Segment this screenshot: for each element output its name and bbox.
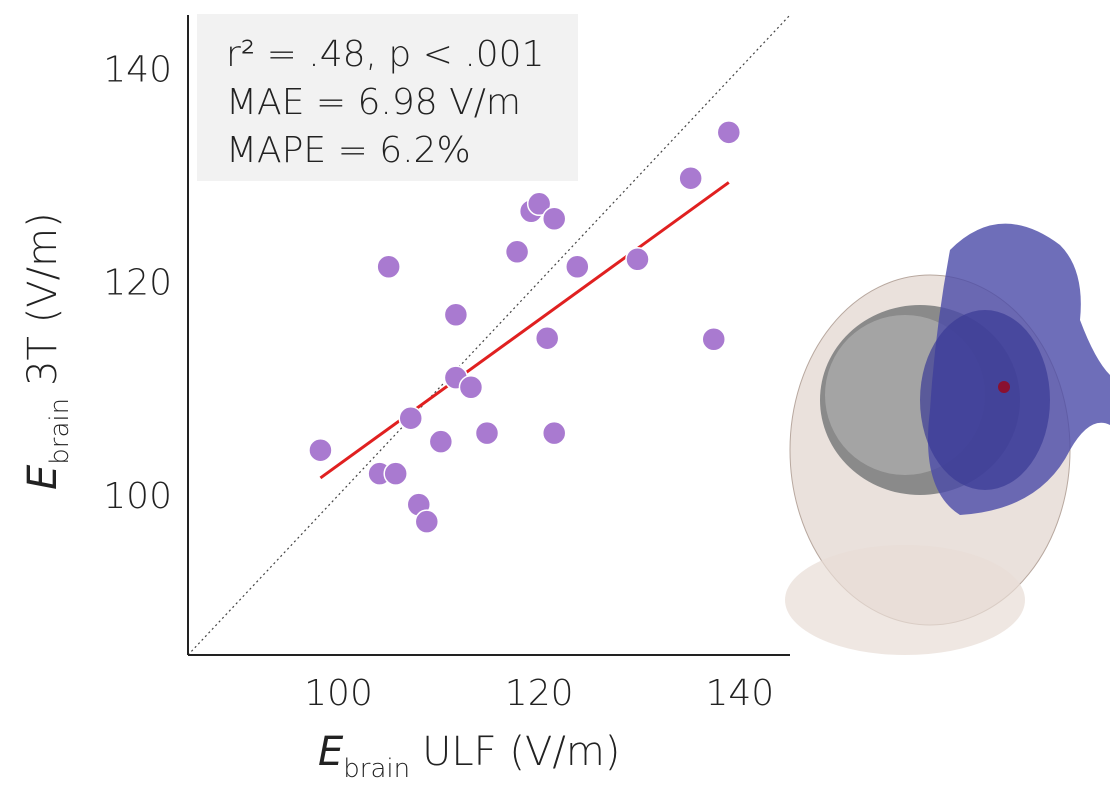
data-point — [383, 461, 408, 486]
y-tick-label: 120 — [103, 263, 172, 304]
data-point — [428, 429, 454, 454]
data-point — [376, 254, 401, 279]
annotation-box — [197, 14, 578, 181]
annotation: r² = .48, p < .001 — [226, 34, 544, 75]
data-point — [678, 165, 703, 191]
head-illustration — [785, 223, 1110, 655]
data-point — [504, 239, 530, 265]
data-point — [308, 437, 333, 463]
data-point — [398, 405, 423, 431]
y-axis-label: Ebrain 3T (V/m) — [20, 212, 75, 490]
data-point — [701, 327, 726, 352]
data-point — [716, 120, 742, 145]
y-tick-label: 140 — [103, 49, 172, 90]
y-axis-label-text: 3T (V/m) — [20, 212, 66, 386]
data-point — [625, 247, 650, 272]
identity-line — [187, 14, 791, 656]
data-point — [526, 191, 552, 217]
annotation: MAPE = 6.2% — [226, 130, 471, 171]
data-point — [565, 254, 590, 279]
y-axis-label-subscript: brain — [45, 398, 75, 465]
data-point — [541, 206, 567, 231]
x-axis-label: Ebrain ULF (V/m) — [318, 729, 620, 784]
annotation: MAE = 6.98 V/m — [226, 82, 521, 123]
data-point — [534, 325, 560, 351]
x-axis-label-symbol: E — [318, 729, 344, 775]
x-tick-label: 120 — [505, 673, 574, 714]
y-axis-label-symbol: E — [20, 464, 66, 490]
y-tick-label: 100 — [103, 476, 172, 517]
x-axis-label-subscript: brain — [343, 754, 410, 784]
data-point — [474, 420, 500, 446]
x-tick-label: 100 — [304, 673, 373, 714]
x-tick-label: 140 — [705, 673, 774, 714]
data-point — [443, 302, 469, 327]
x-axis-label-text: ULF (V/m) — [422, 729, 620, 775]
data-point — [414, 509, 440, 534]
data-point — [458, 375, 484, 400]
fit-line — [319, 181, 730, 480]
data-point — [541, 420, 567, 446]
